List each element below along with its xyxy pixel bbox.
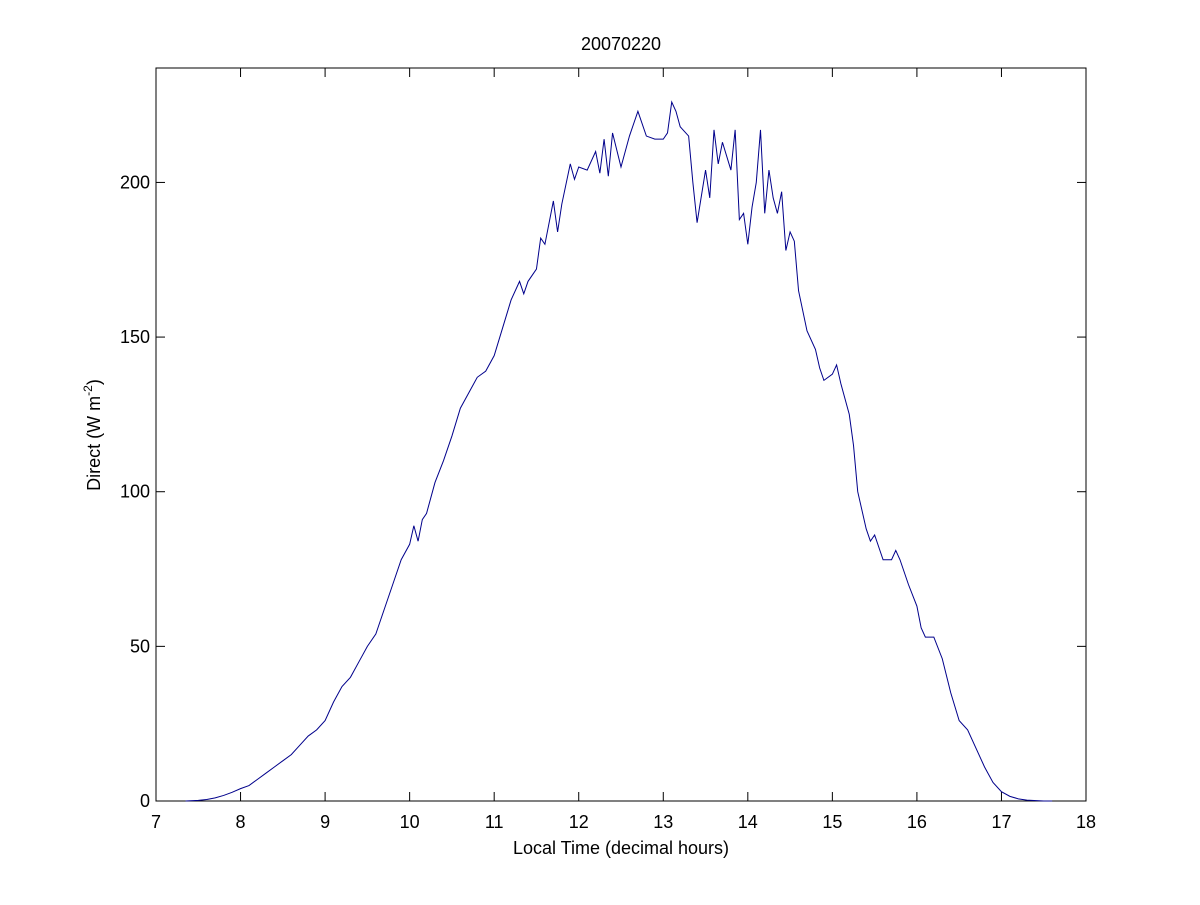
x-axis-label: Local Time (decimal hours) (513, 838, 729, 858)
y-axis-label: Direct (W m-2) (81, 379, 104, 491)
x-tick-label: 17 (991, 812, 1011, 832)
y-tick-label: 0 (140, 791, 150, 811)
plot-frame (155, 67, 1087, 802)
x-tick-label: 13 (653, 812, 673, 832)
x-tick-label: 12 (569, 812, 589, 832)
y-label-suffix: ) (84, 379, 104, 385)
y-tick-label: 50 (130, 636, 150, 656)
x-tick-label: 9 (320, 812, 330, 832)
y-tick-label: 100 (120, 482, 150, 502)
x-tick-label: 16 (907, 812, 927, 832)
x-tick-label: 10 (400, 812, 420, 832)
y-tick-label: 150 (120, 327, 150, 347)
x-tick-label: 15 (822, 812, 842, 832)
x-tick-label: 8 (236, 812, 246, 832)
y-label-superscript: -2 (81, 385, 95, 396)
x-tick-label: 18 (1076, 812, 1096, 832)
x-tick-label: 11 (485, 812, 504, 832)
y-tick-label: 200 (120, 172, 150, 192)
chart-title: 20070220 (581, 34, 661, 54)
y-label-text: Direct (W m (84, 396, 104, 491)
x-tick-label: 14 (738, 812, 758, 832)
data-line (185, 100, 1053, 802)
x-tick-label: 7 (151, 812, 161, 832)
